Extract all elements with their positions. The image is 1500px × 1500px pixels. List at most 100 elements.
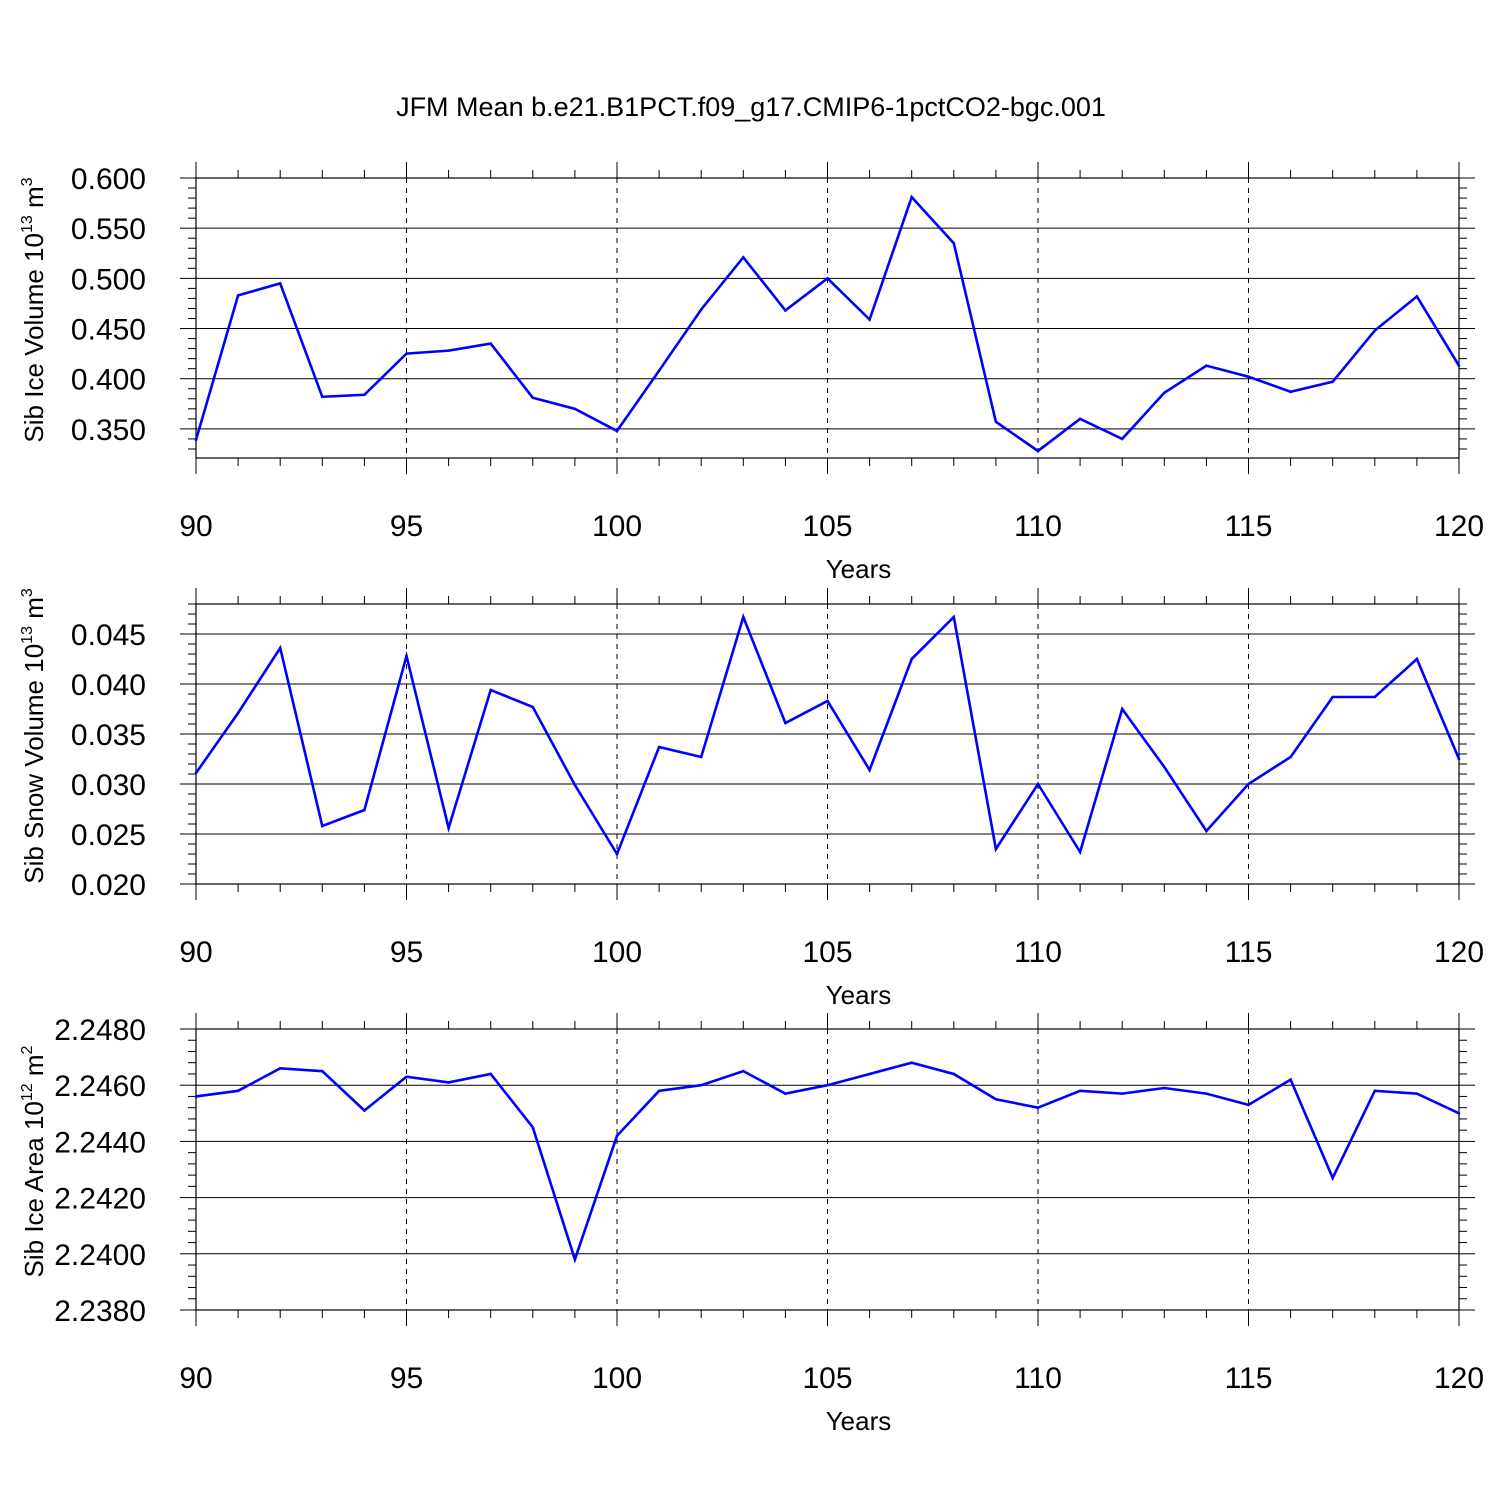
data-point bbox=[447, 349, 450, 352]
y-tick-label: 0.500 bbox=[71, 263, 146, 296]
y-tick-label: 2.2480 bbox=[54, 1014, 146, 1047]
data-point bbox=[531, 705, 535, 709]
panel-2: 0.020 0.025 0.030 0.035 0.040 0.045 90 95 100 105… bbox=[19, 588, 1484, 1010]
data-point bbox=[657, 369, 661, 372]
data-point bbox=[1457, 757, 1461, 761]
y-tick-label: 0.600 bbox=[71, 163, 146, 196]
data-point bbox=[994, 1097, 998, 1101]
data-point bbox=[952, 241, 956, 245]
x-tick-label: 100 bbox=[592, 936, 642, 969]
data-point bbox=[1331, 695, 1334, 699]
data-point bbox=[1331, 1176, 1334, 1180]
data-point bbox=[1289, 755, 1292, 759]
data-point bbox=[573, 1258, 577, 1261]
data-point bbox=[405, 654, 408, 658]
y-tick-label: 0.020 bbox=[71, 869, 146, 902]
data-point bbox=[194, 438, 198, 442]
data-point bbox=[952, 615, 956, 619]
y-axis-label-exponent: 13 bbox=[19, 215, 36, 233]
y-tick-label: 0.450 bbox=[71, 314, 146, 347]
y-tick-label: 2.2460 bbox=[54, 1070, 146, 1103]
data-point bbox=[531, 1126, 535, 1129]
data-point bbox=[489, 1072, 493, 1076]
y-tick-label: 0.025 bbox=[71, 819, 146, 852]
y-tick-label: 0.550 bbox=[71, 213, 146, 246]
data-point bbox=[1036, 449, 1040, 453]
data-point bbox=[910, 1061, 913, 1065]
y-tick-label: 0.035 bbox=[71, 719, 146, 752]
y-axis-label: Sib Ice Volume 1013 m3 bbox=[19, 177, 49, 442]
data-point bbox=[278, 646, 282, 650]
x-tick-label: 95 bbox=[390, 510, 423, 543]
x-tick-label: 90 bbox=[179, 936, 212, 969]
panel-3: 2.2380 2.2400 2.2420 2.2440 2.2460 2.2480 90 95… bbox=[19, 1013, 1484, 1436]
x-axis-label: Years bbox=[826, 1406, 892, 1436]
data-point bbox=[489, 342, 493, 345]
data-point bbox=[994, 847, 998, 851]
data-point bbox=[447, 826, 450, 830]
data-point bbox=[1289, 390, 1292, 394]
data-point bbox=[531, 396, 535, 400]
data-point bbox=[868, 1072, 871, 1076]
panel-1: 0.350 0.400 0.450 0.500 0.550 0.600 90 95 100 105… bbox=[19, 162, 1484, 584]
data-point bbox=[321, 395, 324, 399]
y-axis-label-unit: m bbox=[19, 597, 49, 626]
data-point bbox=[363, 808, 366, 812]
y-axis-label-text: Sib Snow Volume 10 bbox=[19, 644, 49, 884]
x-tick-label: 120 bbox=[1434, 936, 1484, 969]
data-point bbox=[699, 1083, 703, 1087]
data-point bbox=[1078, 1089, 1082, 1093]
x-tick-label: 105 bbox=[802, 936, 852, 969]
data-point bbox=[1163, 391, 1166, 395]
y-tick-label: 2.2420 bbox=[54, 1183, 146, 1216]
data-point bbox=[826, 699, 829, 703]
data-point bbox=[1373, 329, 1377, 332]
data-point bbox=[1205, 364, 1208, 367]
y-tick-label: 0.040 bbox=[71, 669, 146, 702]
data-point bbox=[615, 852, 619, 856]
data-point bbox=[447, 1081, 450, 1084]
data-point bbox=[1415, 657, 1419, 661]
data-point bbox=[615, 429, 619, 433]
data-point bbox=[236, 711, 240, 715]
data-point bbox=[1120, 707, 1124, 711]
data-point bbox=[236, 1089, 240, 1093]
data-point bbox=[657, 1089, 661, 1093]
data-point bbox=[1373, 1089, 1377, 1093]
y-axis-label-text: Sib Ice Volume 10 bbox=[19, 233, 49, 443]
x-tick-label: 105 bbox=[802, 1362, 852, 1395]
y-tick-label: 2.2380 bbox=[54, 1295, 146, 1328]
data-point bbox=[194, 771, 198, 775]
x-tick-label: 90 bbox=[179, 1362, 212, 1395]
data-point bbox=[826, 1083, 829, 1087]
y-tick-label: 2.2400 bbox=[54, 1239, 146, 1272]
data-point bbox=[363, 393, 366, 397]
y-axis-label-unit-exponent: 3 bbox=[19, 588, 36, 597]
data-point bbox=[1205, 829, 1208, 833]
data-point bbox=[784, 721, 787, 725]
x-tick-label: 90 bbox=[179, 510, 212, 543]
data-point bbox=[1247, 782, 1250, 786]
y-axis-label-text: Sib Ice Area 10 bbox=[19, 1101, 49, 1277]
data-point bbox=[363, 1109, 366, 1112]
data-point bbox=[910, 657, 913, 661]
data-point bbox=[1036, 782, 1040, 786]
data-point bbox=[1247, 1103, 1250, 1107]
data-point bbox=[910, 195, 913, 199]
data-point bbox=[321, 824, 324, 828]
y-axis-label-exponent: 13 bbox=[19, 626, 36, 644]
figure-title: JFM Mean b.e21.B1PCT.f09_g17.CMIP6-1pctC… bbox=[396, 92, 1106, 122]
data-point bbox=[784, 1092, 787, 1095]
data-point bbox=[405, 352, 408, 355]
x-tick-label: 95 bbox=[390, 1362, 423, 1395]
data-point bbox=[194, 1095, 198, 1098]
y-tick-label: 0.350 bbox=[71, 414, 146, 447]
data-point bbox=[321, 1069, 324, 1073]
data-point bbox=[1036, 1106, 1040, 1109]
y-axis-label-unit: m bbox=[19, 186, 49, 215]
y-axis-label-unit: m bbox=[19, 1054, 49, 1083]
x-tick-label: 120 bbox=[1434, 510, 1484, 543]
x-axis-label: Years bbox=[826, 554, 892, 584]
data-point bbox=[278, 282, 282, 285]
